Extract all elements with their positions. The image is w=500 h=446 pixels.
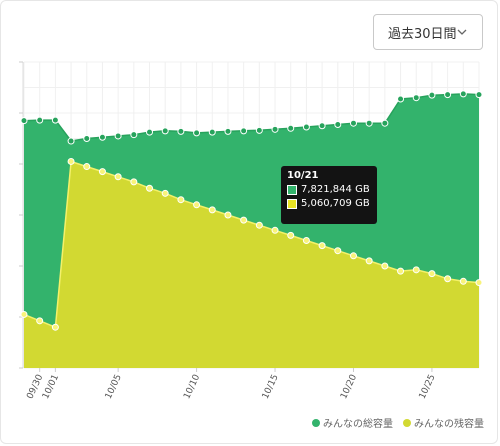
chart-legend: みんなの総容量 みんなの残容量 [302,415,484,430]
total-point [428,91,436,99]
x-tick-label: 10/05 [104,373,124,401]
total-point [224,127,232,135]
remaining-point [98,168,106,176]
remaining-point [224,211,232,219]
remaining-point [412,266,420,274]
remaining-point [287,231,295,239]
total-point [20,117,28,125]
total-point [177,127,185,135]
remaining-point [444,275,452,283]
tooltip-remaining-swatch [287,198,297,209]
remaining-point [130,178,138,186]
total-point [287,124,295,132]
total-point [146,128,154,136]
remaining-point [36,317,44,325]
total-point [271,125,279,133]
remaining-capacity-area [24,161,479,368]
remaining-point [67,157,75,165]
total-point [412,94,420,102]
total-point [349,119,357,127]
total-point [255,126,263,134]
chart-tooltip: 10/21 7,821,844 GB 5,060,709 GB [281,166,377,224]
total-point [51,116,59,124]
remaining-point [161,189,169,197]
remaining-point [20,310,28,318]
total-point [381,119,389,127]
total-point [130,131,138,139]
x-tick-label: 10/10 [182,373,202,401]
total-point [318,122,326,130]
legend-item-total[interactable]: みんなの総容量 [312,415,393,430]
x-tick-label: 10/15 [261,373,281,401]
remaining-point [146,184,154,192]
total-point [161,127,169,135]
remaining-point [475,279,483,287]
legend-total-label: みんなの総容量 [323,419,393,430]
remaining-point [51,323,59,331]
remaining-point [302,237,310,244]
total-point [193,129,201,137]
total-point [240,127,248,135]
total-point [334,120,342,128]
chevron-down-icon [457,29,467,35]
remaining-point [381,262,389,270]
total-point [459,90,467,98]
remaining-point [271,226,279,234]
remaining-point [459,277,467,285]
data-points [20,90,483,331]
x-tick-label: 10/25 [418,373,438,401]
legend-item-remaining[interactable]: みんなの残容量 [403,415,484,430]
remaining-point [428,270,436,278]
total-point [36,116,44,124]
tooltip-total-value: 7,821,844 GB [301,184,370,195]
remaining-point [255,221,263,229]
remaining-point [334,247,342,255]
legend-remaining-dot [403,418,411,427]
remaining-point [193,201,201,209]
tooltip-remaining-value: 5,060,709 GB [301,198,370,209]
x-tick-label: 10/20 [339,373,359,401]
remaining-point [349,252,357,260]
remaining-point [318,242,326,250]
total-point [365,119,373,127]
total-point [114,132,122,140]
total-point [444,91,452,99]
remaining-point [208,206,216,214]
legend-total-dot [312,418,320,427]
remaining-point [365,257,373,265]
remaining-point [240,216,248,224]
total-point [208,128,216,136]
total-point [397,95,405,103]
period-select[interactable]: 過去30日間 [373,14,483,50]
total-point [302,123,310,131]
tooltip-total-swatch [287,184,297,195]
remaining-point [83,163,91,171]
remaining-point [397,267,405,275]
remaining-point [114,173,122,181]
total-point [475,91,483,99]
legend-remaining-label: みんなの残容量 [414,419,484,430]
period-select-label: 過去30日間 [388,26,457,42]
total-point [98,133,106,141]
remaining-point [177,196,185,204]
total-point [67,137,75,145]
total-point [83,135,91,142]
tooltip-date: 10/21 [287,170,319,181]
